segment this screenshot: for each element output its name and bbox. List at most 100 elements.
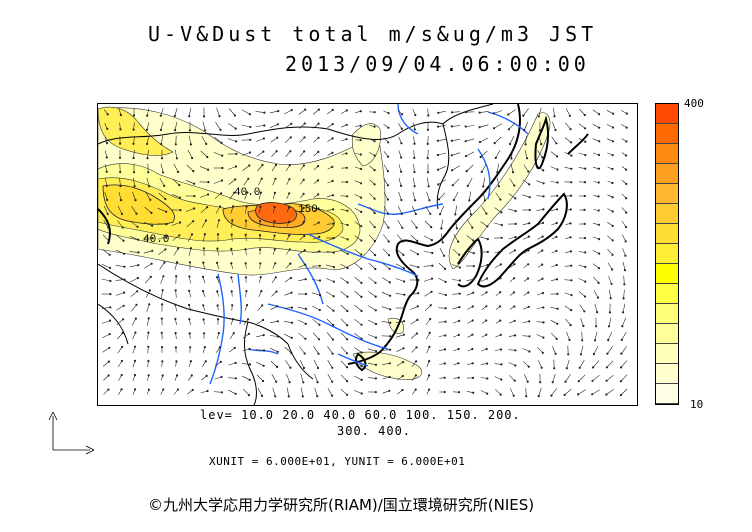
wind-arrow-head: [540, 142, 543, 146]
wind-arrow: [257, 387, 263, 397]
wind-arrow: [103, 389, 109, 395]
wind-arrow-head: [165, 223, 168, 226]
wind-arrow-head: [541, 221, 545, 224]
wind-arrow-head: [235, 140, 238, 143]
wind-arrow-head: [108, 346, 111, 349]
wind-arrow-head: [581, 339, 584, 342]
wind-arrow: [411, 347, 417, 353]
wind-arrow: [369, 165, 375, 171]
wind-arrow-head: [234, 165, 238, 168]
wind-arrow-head: [273, 191, 276, 194]
wind-arrow: [522, 194, 530, 198]
wind-arrow-head: [146, 157, 149, 160]
wind-arrow-head: [556, 307, 559, 310]
wind-arrow: [413, 150, 415, 158]
wind-arrow-head: [597, 153, 601, 157]
wind-arrow-head: [332, 208, 335, 211]
wind-arrow-head: [332, 222, 335, 225]
wind-arrow-head: [431, 251, 434, 255]
wind-arrow-head: [107, 226, 110, 229]
wind-arrow-head: [426, 156, 429, 160]
wind-arrow-head: [568, 338, 571, 341]
wind-arrow-head: [274, 262, 277, 265]
wind-arrow-head: [345, 138, 348, 141]
wind-arrow-head: [389, 321, 392, 324]
wind-arrow: [314, 373, 318, 383]
wind-arrow-head: [206, 168, 210, 171]
wind-arrow-head: [119, 113, 123, 117]
wind-arrow-head: [468, 199, 471, 202]
wind-arrow: [175, 304, 177, 312]
wind-arrow-head: [386, 198, 390, 201]
wind-arrow: [536, 209, 544, 211]
wind-arrow-head: [132, 142, 135, 145]
wind-arrow: [621, 220, 627, 228]
wind-arrow: [578, 138, 586, 142]
wind-arrow-head: [359, 167, 363, 170]
wind-arrow: [327, 360, 333, 368]
wind-arrow-head: [555, 142, 558, 145]
wind-arrow-head: [317, 207, 320, 210]
wind-arrow-head: [360, 182, 363, 185]
wind-arrow: [508, 375, 516, 381]
wind-arrow-head: [359, 138, 362, 142]
wind-arrow: [623, 289, 625, 299]
wind-arrow-head: [539, 381, 542, 384]
colorbar-segment: [656, 164, 678, 184]
wind-arrow-head: [471, 347, 474, 351]
wind-arrow: [623, 275, 625, 285]
wind-arrow-head: [288, 220, 291, 223]
wind-arrow-head: [132, 114, 136, 117]
wind-arrow-head: [135, 303, 138, 306]
wind-arrow-head: [288, 178, 291, 181]
colorbar-segment: [656, 124, 678, 144]
wind-arrow-head: [550, 394, 553, 397]
wind-arrow-head: [120, 198, 123, 202]
wind-arrow-head: [537, 395, 540, 398]
wind-arrow: [552, 121, 556, 131]
wind-arrow-head: [541, 249, 544, 252]
wind-arrow: [312, 251, 320, 253]
wind-arrow: [466, 235, 474, 241]
wind-arrow: [187, 234, 193, 242]
wind-arrow: [230, 206, 234, 214]
wind-arrow-head: [413, 128, 416, 131]
wind-arrow: [271, 374, 277, 382]
wind-arrow: [452, 306, 460, 310]
wind-arrow-head: [259, 205, 262, 208]
wind-arrow: [145, 192, 151, 200]
wind-arrow-head: [119, 142, 122, 145]
wind-arrow: [117, 205, 123, 215]
wind-arrow-head: [542, 169, 545, 172]
wind-arrow: [578, 264, 586, 268]
wind-arrow-head: [263, 111, 266, 114]
wind-arrow-head: [499, 263, 503, 266]
wind-arrow-head: [159, 128, 163, 132]
wind-arrow: [256, 374, 264, 382]
wind-arrow-head: [106, 127, 109, 130]
wind-arrow-head: [259, 262, 262, 265]
wind-arrow-head: [262, 349, 266, 352]
wind-arrow-head: [216, 247, 219, 250]
wind-arrow-head: [345, 393, 349, 396]
wind-arrow-head: [189, 360, 192, 363]
wind-arrow-head: [429, 317, 432, 321]
wind-arrow: [101, 278, 111, 282]
wind-arrow-head: [178, 183, 181, 187]
unit-scale: XUNIT = 6.000E+01, YUNIT = 6.000E+01: [209, 455, 466, 468]
wind-arrow: [409, 264, 419, 268]
wind-arrow-head: [389, 294, 392, 297]
wind-arrow: [172, 235, 180, 241]
wind-arrow-head: [610, 268, 614, 271]
wind-arrow-head: [188, 129, 191, 132]
wind-arrow: [245, 206, 247, 214]
wind-arrow-head: [499, 393, 502, 396]
wind-arrow-head: [623, 283, 626, 286]
wind-arrow-head: [486, 225, 489, 228]
wind-arrow-head: [202, 115, 206, 118]
wind-arrow-head: [458, 292, 461, 295]
wind-arrow-head: [528, 335, 531, 338]
wind-arrow-head: [437, 125, 440, 128]
wind-arrow-head: [317, 164, 320, 168]
wind-arrow-head: [457, 362, 460, 365]
